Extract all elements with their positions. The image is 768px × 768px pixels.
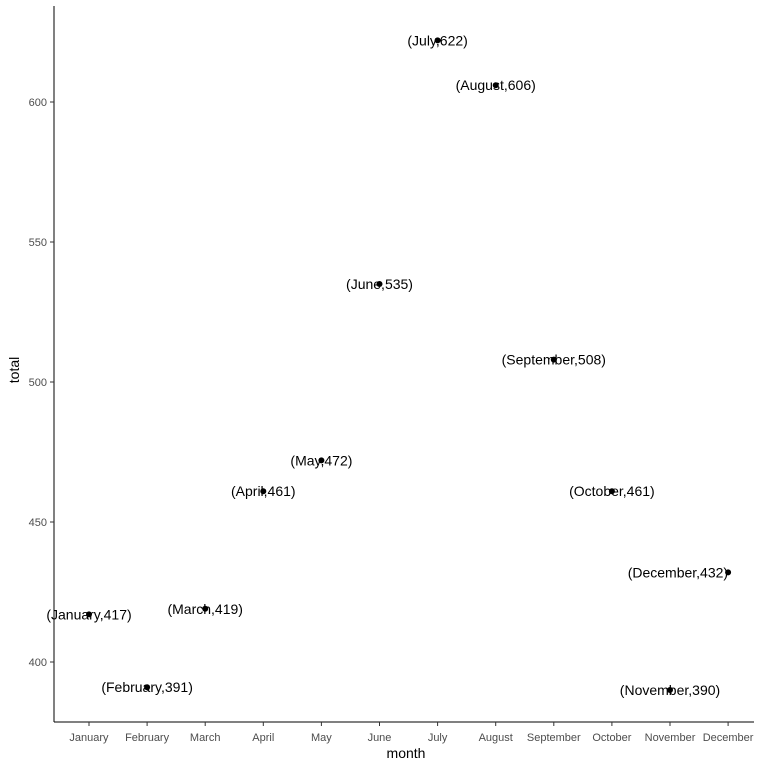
x-tick-label: October — [592, 732, 631, 744]
y-tick-label: 550 — [29, 237, 47, 249]
data-point — [667, 687, 673, 693]
data-label: (October,461) — [569, 483, 655, 499]
data-label: (August,606) — [456, 77, 536, 93]
y-tick-label: 600 — [29, 97, 47, 109]
data-point — [434, 37, 441, 44]
x-axis-title: month — [387, 745, 426, 761]
data-point — [725, 569, 732, 576]
x-tick-label: April — [252, 732, 274, 744]
data-label: (November,390) — [620, 682, 720, 698]
y-tick-label: 500 — [29, 377, 47, 389]
data-point — [144, 684, 151, 691]
x-tick-label: June — [368, 732, 392, 744]
x-axis-ticks: January February March April May June July Augu… — [69, 722, 754, 744]
data-point — [492, 82, 499, 89]
data-label: (March,419) — [167, 601, 242, 617]
x-tick-label: January — [69, 732, 109, 744]
x-tick-label: March — [190, 732, 221, 744]
data-point — [318, 457, 325, 464]
x-tick-label: November — [645, 732, 696, 744]
x-tick-label: August — [479, 732, 513, 744]
data-label: (July,622) — [407, 32, 467, 48]
data-label: (December,432) — [628, 564, 728, 580]
data-label: (September,508) — [502, 352, 606, 368]
data-label: (April,461) — [231, 483, 296, 499]
data-point — [550, 356, 557, 363]
data-point — [608, 488, 615, 495]
data-point — [86, 611, 92, 618]
y-axis-title: total — [6, 357, 22, 383]
data-point — [260, 488, 267, 495]
axes — [53, 6, 754, 723]
x-tick-label: September — [527, 732, 581, 744]
data-label: (June,535) — [346, 276, 413, 292]
data-point — [202, 605, 209, 612]
y-tick-label: 400 — [29, 657, 47, 669]
data-points — [86, 37, 732, 693]
x-tick-label: December — [703, 732, 754, 744]
data-label: (February,391) — [101, 679, 193, 695]
data-point — [376, 281, 383, 287]
data-label: (May,472) — [290, 452, 352, 468]
y-tick-label: 450 — [29, 517, 47, 529]
data-labels: (January,417) (February,391) (March,419) (A… — [46, 32, 728, 698]
x-tick-label: May — [311, 732, 332, 744]
x-tick-label: February — [125, 732, 170, 744]
data-label: (January,417) — [46, 606, 131, 622]
y-axis-ticks: 400 450 500 550 600 — [29, 97, 54, 669]
x-tick-label: July — [428, 732, 448, 744]
